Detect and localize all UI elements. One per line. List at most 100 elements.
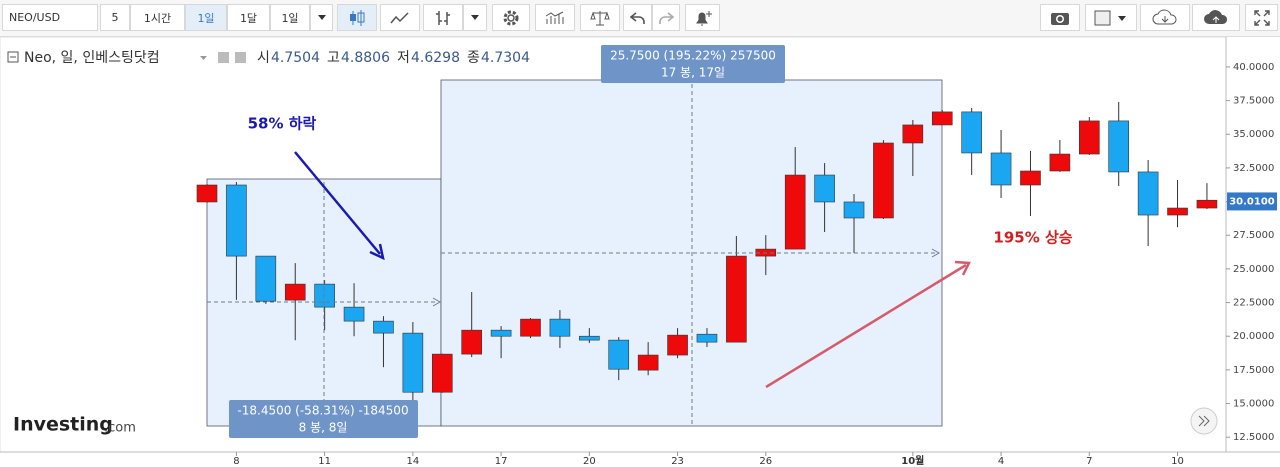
redo-button[interactable]	[652, 4, 680, 31]
candle-body	[579, 335, 600, 341]
x-tick-label: 8	[233, 456, 239, 467]
legend-key: 고	[327, 50, 340, 66]
arrow-head	[954, 260, 971, 276]
icon	[436, 10, 450, 25]
y-tick-label: 32.5000	[1233, 163, 1274, 174]
candle-body	[343, 306, 365, 322]
candle-body	[1196, 199, 1218, 209]
candle-body	[1108, 120, 1130, 173]
measure-guides	[207, 84, 939, 424]
symbol-input[interactable]: NEO/USD	[2, 4, 98, 31]
interval-button[interactable]: 1일	[185, 4, 227, 31]
candle-body	[931, 111, 953, 126]
x-tick-label: 7	[1086, 456, 1092, 467]
x-tick-label: 26	[759, 456, 772, 467]
y-tick-label: 37.5000	[1233, 96, 1274, 107]
candle-body	[461, 329, 482, 355]
candle-body	[990, 152, 1012, 186]
icon	[659, 11, 674, 24]
candle-body	[608, 339, 630, 370]
candle-body	[402, 332, 424, 393]
legend-name: Neo, 일, 인베스팅닷컴	[24, 50, 160, 66]
download-button[interactable]	[1140, 4, 1190, 31]
y-tick-label: 40.0000	[1233, 62, 1274, 73]
icon	[629, 11, 645, 24]
y-tick-label: 15.0000	[1233, 399, 1274, 410]
x-tick-label: 11	[318, 456, 331, 467]
candle-body	[667, 334, 688, 356]
candle-body	[490, 329, 512, 337]
indicator-button[interactable]	[535, 4, 575, 31]
candle-button[interactable]	[337, 4, 377, 31]
candle-body	[814, 174, 835, 203]
dropdown[interactable]	[310, 4, 333, 31]
legend-value: 4.8806	[341, 50, 390, 66]
y-tick-label: 12.5000	[1233, 432, 1274, 443]
measure-label-bg	[229, 400, 418, 438]
line-button[interactable]	[380, 4, 420, 31]
undo-button[interactable]	[623, 4, 652, 31]
x-tick-label: 14	[407, 456, 420, 467]
upload-button[interactable]	[1192, 4, 1240, 31]
measure-label: -18.4500 (-58.31%) -184500	[237, 404, 408, 418]
x-tick-label: 4	[998, 456, 1004, 467]
alert-button[interactable]	[685, 4, 720, 31]
candle-body	[961, 111, 982, 154]
settings-button[interactable]	[492, 4, 530, 31]
x-tick-label: 17	[495, 456, 508, 467]
candle-body	[784, 174, 806, 250]
candle-body	[1167, 207, 1188, 216]
x-tick-label: 20	[583, 456, 596, 467]
price-tag-label: 30.0100	[1229, 196, 1275, 207]
candle-body	[314, 283, 335, 308]
interval-button[interactable]: 1시간	[130, 4, 185, 31]
icon	[503, 10, 519, 25]
x-tick-label: 10월	[901, 455, 924, 467]
icon	[471, 15, 479, 20]
toolbar: NEO/USD 5 1시간 1일 1달 1일	[0, 0, 1280, 37]
scroll-icon	[1198, 415, 1210, 427]
candle-body	[637, 354, 659, 371]
legend-value: 4.7304	[481, 50, 530, 66]
icon	[545, 11, 564, 24]
candle-body	[696, 333, 718, 343]
camera-button[interactable]	[1040, 4, 1080, 31]
y-tick-label: 22.5000	[1233, 298, 1274, 309]
legend: 시 4.7504 고 4.8806 저 4.6298 종 4.7304	[257, 50, 530, 66]
bars-button[interactable]	[423, 4, 463, 31]
candle-body	[255, 255, 277, 302]
range-button[interactable]: 1일	[270, 4, 310, 31]
candle-body	[902, 124, 924, 144]
dropdown[interactable]	[463, 4, 487, 31]
compare-button[interactable]	[580, 4, 620, 31]
candle-body	[431, 353, 453, 393]
icon	[1051, 12, 1069, 25]
icon	[317, 15, 326, 20]
legend-key: 시	[257, 50, 270, 66]
legend-key: 종	[467, 50, 480, 66]
icon	[1152, 9, 1177, 24]
interval-button[interactable]: 5	[100, 4, 130, 31]
x-tick-label: 23	[671, 456, 684, 467]
legend-icon	[235, 52, 246, 63]
icon	[590, 10, 610, 25]
icon	[695, 10, 712, 25]
y-tick-label: 25.0000	[1233, 264, 1274, 275]
y-tick-label: 20.0000	[1233, 331, 1274, 342]
icon	[1204, 9, 1228, 24]
icon	[350, 9, 365, 26]
icon	[390, 11, 409, 23]
interval-button[interactable]: 1달	[227, 4, 270, 31]
measure-label: 17 봉, 17일	[661, 66, 725, 80]
color-button[interactable]	[1085, 4, 1137, 31]
arrow	[765, 263, 967, 389]
legend-key: 저	[397, 50, 410, 66]
price-tag	[1227, 192, 1277, 211]
legend-value: 4.6298	[411, 50, 460, 66]
fullscreen-button[interactable]	[1245, 4, 1278, 31]
arrow	[294, 151, 381, 255]
logo-suffix: .com	[104, 421, 136, 436]
arrow-head	[369, 243, 385, 261]
